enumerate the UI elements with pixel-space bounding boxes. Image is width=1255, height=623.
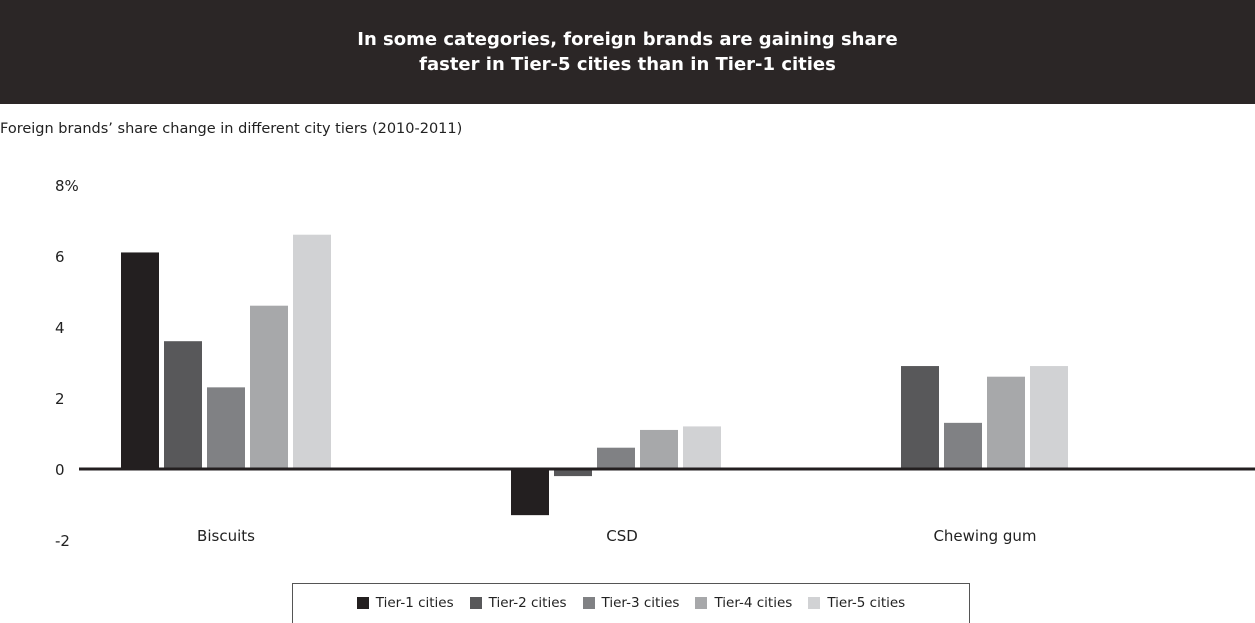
- legend-label: Tier-4 cities: [714, 595, 793, 611]
- bar-csd-tier-5-cities: [683, 426, 721, 469]
- y-tick-label: 4: [55, 319, 65, 337]
- bar-csd-tier-4-cities: [640, 429, 678, 469]
- bar-chewing-gum-tier-3-cities: [944, 422, 982, 469]
- y-tick-label: 0: [55, 461, 65, 479]
- legend-item: Tier-3 cities: [582, 595, 680, 611]
- bar-biscuits-tier-4-cities: [250, 305, 288, 469]
- bar-chewing-gum-tier-5-cities: [1030, 366, 1068, 469]
- bar-csd-tier-3-cities: [597, 447, 635, 469]
- bar-biscuits-tier-1-cities: [121, 252, 159, 469]
- legend-item: Tier-5 cities: [808, 595, 905, 611]
- bar-biscuits-tier-3-cities: [207, 387, 245, 469]
- legend-item: Tier-4 cities: [695, 595, 792, 611]
- legend-item: Tier-2 cities: [469, 595, 567, 611]
- category-label: Biscuits: [197, 527, 255, 545]
- bar-chewing-gum-tier-4-cities: [987, 376, 1025, 469]
- bar-chart: 8% 6 4 2 0 -2 Biscuits CSD Chewing gum: [55, 177, 1255, 550]
- bar-chewing-gum-tier-2-cities: [901, 366, 939, 469]
- y-tick-label: -2: [55, 532, 70, 550]
- y-tick-label: 6: [55, 248, 65, 266]
- chart-subtitle: Foreign brands’ share change in differen…: [0, 121, 463, 137]
- legend-label: Tier-3 cities: [601, 595, 680, 611]
- legend-swatch: [582, 597, 595, 609]
- bar-biscuits-tier-5-cities: [293, 234, 331, 469]
- title-line-1: In some categories, foreign brands are g…: [357, 29, 898, 50]
- legend-swatch: [469, 597, 482, 609]
- legend-swatch: [356, 597, 369, 609]
- y-tick-label: 8%: [55, 177, 79, 195]
- legend-swatch: [695, 597, 708, 609]
- legend-swatch: [808, 597, 821, 609]
- legend-label: Tier-5 cities: [827, 595, 906, 611]
- title-banner: In some categories, foreign brands are g…: [0, 0, 1255, 104]
- category-label: Chewing gum: [933, 527, 1036, 545]
- legend-label: Tier-1 cities: [375, 595, 454, 611]
- title-line-2: faster in Tier-5 cities than in Tier-1 c…: [419, 54, 836, 75]
- chart-title: In some categories, foreign brands are g…: [357, 27, 897, 77]
- legend-item: Tier-1 cities: [356, 595, 454, 611]
- y-tick-label: 2: [55, 390, 65, 408]
- bar-biscuits-tier-2-cities: [164, 341, 202, 469]
- bar-csd-tier-2-cities: [554, 469, 592, 477]
- legend: Tier-1 cities Tier-2 cities Tier-3 cities T…: [292, 583, 970, 623]
- category-label: CSD: [606, 527, 638, 545]
- bar-csd-tier-1-cities: [511, 469, 549, 516]
- legend-label: Tier-2 cities: [488, 595, 567, 611]
